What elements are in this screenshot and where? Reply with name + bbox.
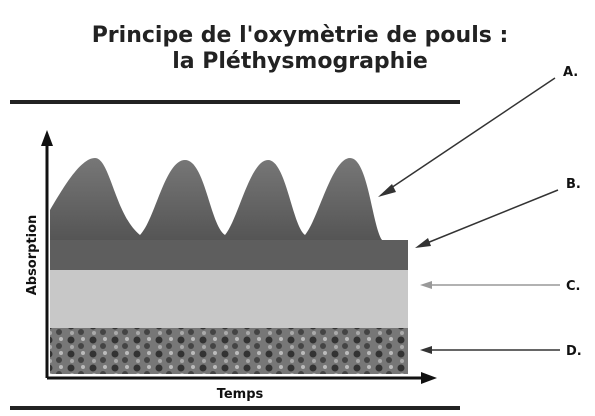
y-axis-label: Absorption [25, 215, 40, 296]
arrowhead [41, 130, 53, 146]
band-c [50, 270, 408, 328]
arrowhead [420, 346, 432, 354]
arrowhead [421, 372, 437, 384]
pointer [384, 77, 556, 193]
pulse-wave [50, 158, 382, 240]
arrowhead [378, 184, 396, 197]
arrowhead [420, 281, 432, 289]
label: C. [566, 279, 580, 294]
divider [10, 100, 460, 104]
title-line: la Pléthysmographie [172, 49, 428, 74]
x-axis-label: Temps [217, 387, 264, 402]
label: A. [563, 65, 578, 80]
divider [10, 406, 460, 410]
pointer [421, 189, 559, 246]
band-d [50, 328, 408, 374]
label: B. [566, 177, 581, 192]
label: D. [566, 344, 582, 359]
title-line: Principe de l'oxymètrie de pouls : [92, 23, 509, 48]
arrowhead [415, 238, 431, 248]
band-b [50, 240, 408, 270]
